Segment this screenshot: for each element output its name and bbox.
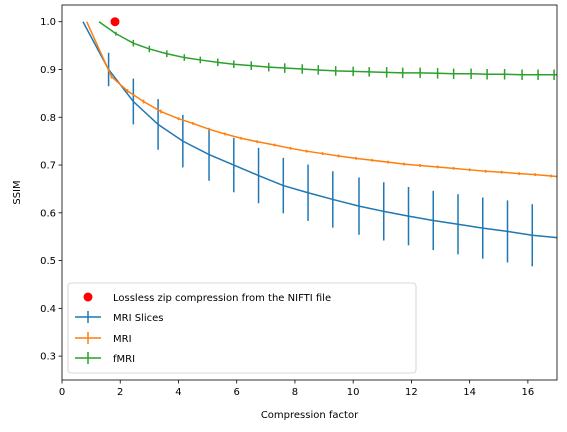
y-tick-label: 0.3: [40, 352, 56, 363]
y-tick-label: 0.7: [40, 161, 56, 172]
legend-frame: [67, 282, 417, 374]
legend-marker-lossless: [83, 292, 93, 302]
legend-label-mri-slices: MRI Slices: [113, 313, 163, 324]
y-axis-label: SSIM: [12, 180, 23, 204]
series-fmri: [98, 21, 557, 80]
point-layer: [110, 17, 120, 27]
x-axis-label: Compression factor: [261, 410, 359, 421]
y-tick-label: 1.0: [40, 17, 56, 28]
data-point-lossless: [110, 17, 120, 27]
y-axis: 0.3 0.4 0.5 0.6 0.7 0.8 0.9 1.0: [40, 17, 62, 363]
x-tick-label: 14: [463, 387, 476, 398]
series-mri-slices: [82, 21, 557, 267]
legend: Lossless zip compression from the NIFTI …: [67, 282, 417, 374]
series-mri: [86, 21, 557, 178]
plot-frame: [61, 4, 558, 381]
x-tick-label: 16: [522, 387, 535, 398]
x-tick-label: 2: [117, 387, 123, 398]
series-layer: [82, 21, 557, 267]
x-tick-label: 0: [59, 387, 65, 398]
y-tick-label: 0.5: [40, 256, 56, 267]
x-tick-label: 6: [234, 387, 240, 398]
legend-label-mri: MRI: [113, 334, 132, 345]
y-tick-label: 0.4: [40, 304, 56, 315]
legend-marker-mri: [75, 332, 101, 344]
y-tick-label: 0.6: [40, 208, 56, 219]
x-tick-label: 12: [405, 387, 418, 398]
legend-label-lossless: Lossless zip compression from the NIFTI …: [113, 293, 331, 304]
series-line-mri: [86, 21, 557, 178]
x-tick-label: 10: [347, 387, 360, 398]
x-tick-label: 4: [175, 387, 181, 398]
series-line-mri-slices: [82, 21, 557, 239]
legend-marker-mri-slices: [75, 311, 101, 323]
y-tick-label: 0.9: [40, 65, 56, 76]
series-line-fmri: [98, 21, 557, 76]
x-axis: 0 2 4 6 8 10 12 14 16: [59, 380, 534, 398]
legend-marker-fmri: [75, 352, 101, 364]
legend-label-fmri: fMRI: [113, 354, 135, 365]
x-tick-label: 8: [292, 387, 298, 398]
y-tick-label: 0.8: [40, 113, 56, 124]
